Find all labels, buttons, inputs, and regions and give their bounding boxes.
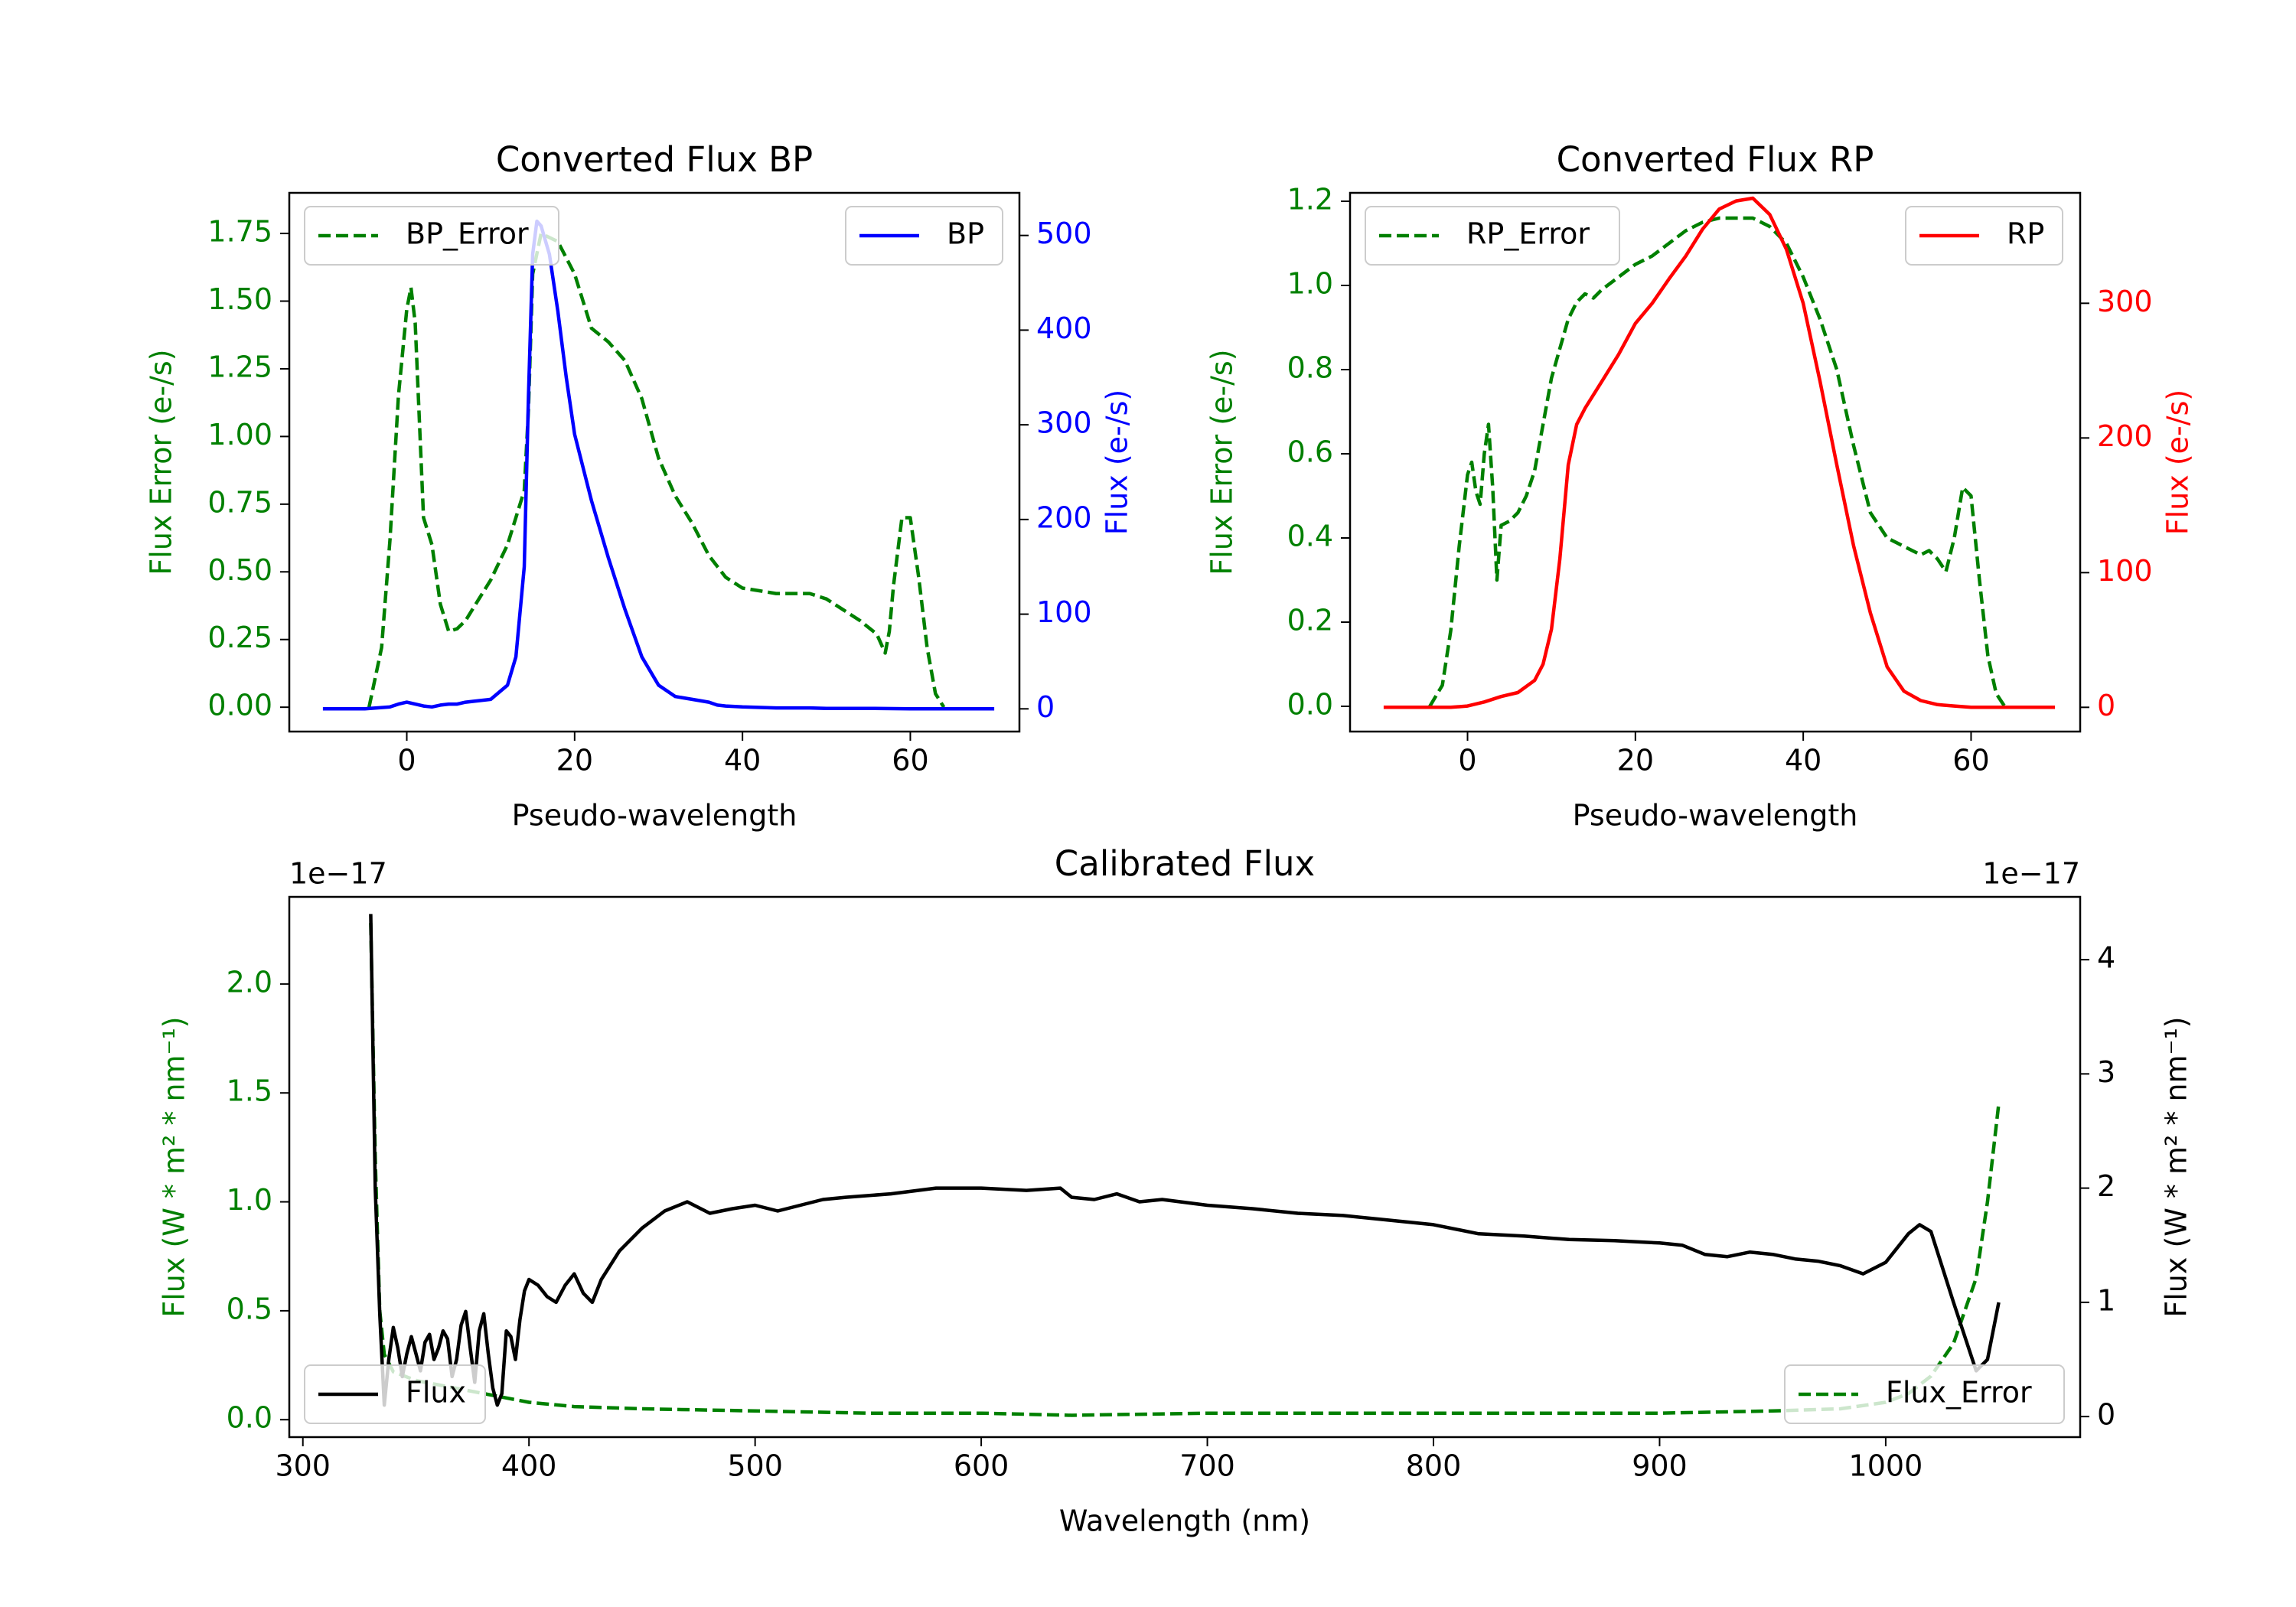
y-right-tick-label: 200 — [2097, 419, 2153, 453]
y-right-tick-label: 0 — [2097, 689, 2115, 722]
legend-label: RP_Error — [1466, 217, 1590, 251]
y-right-axis-label: Flux (e-/s) — [1101, 390, 1134, 535]
plot-area — [1383, 196, 2056, 709]
y-right-tick-label: 100 — [2097, 554, 2153, 588]
y-right-tick-label: 1 — [2097, 1283, 2115, 1317]
axes-frame — [288, 895, 2082, 1439]
y-left-tick-label: 1.25 — [207, 350, 272, 383]
y-left-tick-label: 0.25 — [207, 621, 272, 654]
panel-cal: 300 400 500 600 700 800 900 1000 0.0 0.5 1.0 1.5 2.0… — [158, 843, 2193, 1538]
x-tick-label: 1000 — [1849, 1449, 1923, 1483]
y-left-tick-label: 1.5 — [227, 1074, 272, 1108]
x-tick-label: 20 — [556, 744, 593, 777]
y-left-offset-label: 1e−17 — [289, 857, 387, 891]
legend-label: BP_Error — [406, 217, 529, 251]
y-left-tick-label: 0.0 — [1287, 688, 1333, 722]
legend-box — [1365, 206, 1620, 266]
legend-bp-error: BP_Error — [304, 206, 559, 266]
x-tick-label: 0 — [1458, 744, 1476, 777]
legend-rp: RP — [1905, 206, 2063, 266]
series-rp — [1383, 196, 2056, 709]
legend-box — [1905, 206, 2063, 266]
y-left-tick-label: 0.5 — [227, 1292, 272, 1325]
y-left-tick-label: 0.8 — [1287, 351, 1333, 385]
x-tick-label: 60 — [892, 744, 928, 777]
y-left-tick-label: 0.2 — [1287, 604, 1333, 637]
legend-box — [304, 206, 559, 266]
x-axis-label: Pseudo-wavelength — [512, 799, 797, 833]
legend-flux-error: Flux_Error — [1784, 1364, 2065, 1424]
panel-rp: 0 20 40 60 0.0 0.2 0.4 0.6 0.8 1.0 1.2 0 100 200 300 Co… — [1205, 139, 2195, 833]
legend-box — [304, 1364, 486, 1424]
chart-title: Calibrated Flux — [1055, 843, 1315, 884]
y-right-offset-label: 1e−17 — [1982, 857, 2080, 891]
x-tick-label: 800 — [1406, 1449, 1462, 1483]
legend-box — [845, 206, 1003, 266]
x-tick-label: 20 — [1617, 744, 1654, 777]
legend-label: Flux — [406, 1376, 466, 1410]
x-tick-label: 300 — [275, 1449, 331, 1483]
x-tick-label: 500 — [727, 1449, 783, 1483]
x-tick-label: 0 — [397, 744, 416, 777]
y-left-tick-label: 0.00 — [207, 689, 272, 722]
y-left-tick-label: 0.75 — [207, 485, 272, 519]
x-tick-label: 40 — [724, 744, 761, 777]
y-right-axis-label: Flux (e-/s) — [2161, 390, 2195, 535]
series-bp — [322, 219, 995, 711]
y-right-tick-label: 300 — [1036, 406, 1092, 440]
y-right-tick-label: 0 — [1036, 690, 1055, 724]
x-tick-label: 60 — [1952, 744, 1989, 777]
y-left-tick-label: 1.0 — [1287, 267, 1333, 301]
plot-area — [322, 219, 995, 711]
legend-rp-error: RP_Error — [1365, 206, 1620, 266]
x-tick-label: 400 — [501, 1449, 557, 1483]
legend-flux: Flux — [304, 1364, 486, 1424]
y-left-axis-label: Flux Error (e-/s) — [145, 349, 178, 575]
y-right-tick-label: 300 — [2097, 285, 2153, 318]
x-tick-label: 700 — [1179, 1449, 1235, 1483]
y-left-tick-label: 0.50 — [207, 553, 272, 587]
panel-bp: 0 20 40 60 0.00 0.25 0.50 0.75 1.00 1.25 1.50 1.75 0… — [145, 139, 1134, 833]
series-flux — [369, 914, 2001, 1407]
axes-frame — [288, 191, 1021, 733]
y-left-tick-label: 2.0 — [227, 965, 272, 999]
y-left-tick-label: 0.0 — [227, 1401, 272, 1435]
axes-frame — [1349, 191, 2082, 733]
x-axis-label: Pseudo-wavelength — [1573, 799, 1858, 833]
y-right-tick-label: 2 — [2097, 1169, 2115, 1203]
x-tick-label: 900 — [1632, 1449, 1688, 1483]
x-tick-label: 40 — [1785, 744, 1821, 777]
y-left-tick-label: 0.6 — [1287, 435, 1333, 469]
y-right-tick-label: 400 — [1036, 311, 1092, 345]
y-right-axis-label: Flux (W * m² * nm⁻¹) — [2160, 1016, 2193, 1317]
legend-label: BP — [947, 217, 984, 251]
y-left-axis-label: Flux (W * m² * nm⁻¹) — [158, 1016, 191, 1317]
y-left-tick-label: 1.2 — [1287, 183, 1333, 217]
y-right-tick-label: 500 — [1036, 217, 1092, 250]
y-left-tick-label: 0.4 — [1287, 520, 1333, 553]
y-right-tick-label: 200 — [1036, 500, 1092, 534]
y-left-tick-label: 1.00 — [207, 418, 272, 451]
y-left-tick-label: 1.75 — [207, 215, 272, 249]
x-tick-label: 600 — [954, 1449, 1009, 1483]
y-right-tick-label: 3 — [2097, 1055, 2115, 1089]
y-right-tick-label: 0 — [2097, 1398, 2115, 1432]
legend-box — [1784, 1364, 2065, 1424]
series-rp-error — [1428, 216, 2007, 708]
y-left-tick-label: 1.0 — [227, 1183, 272, 1217]
x-axis-label: Wavelength (nm) — [1059, 1504, 1310, 1538]
chart-title: Converted Flux BP — [496, 139, 813, 180]
legend-label: RP — [2007, 217, 2044, 251]
y-left-axis-label: Flux Error (e-/s) — [1205, 349, 1239, 575]
chart-title: Converted Flux RP — [1557, 139, 1874, 180]
legend-label: Flux_Error — [1886, 1376, 2032, 1410]
y-left-tick-label: 1.50 — [207, 282, 272, 316]
legend-bp: BP — [845, 206, 1003, 266]
series-bp-error — [367, 231, 946, 709]
y-right-tick-label: 4 — [2097, 941, 2115, 975]
y-right-tick-label: 100 — [1036, 595, 1092, 629]
